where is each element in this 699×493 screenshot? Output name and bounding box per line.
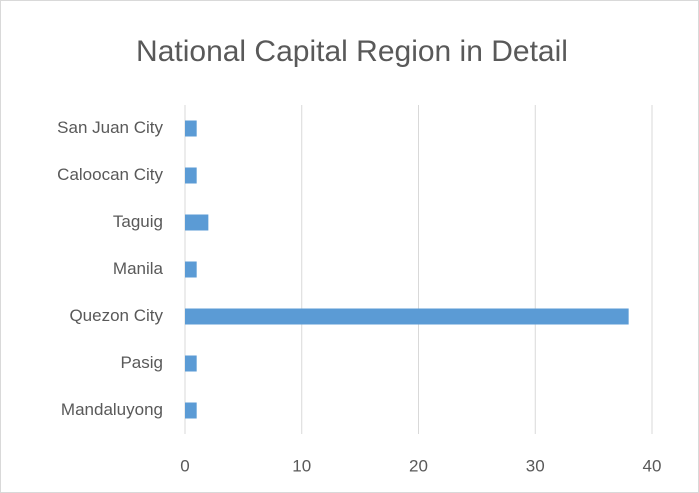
bar xyxy=(185,120,197,137)
y-tick-label: Mandaluyong xyxy=(61,400,163,419)
x-tick-label: 10 xyxy=(292,456,311,475)
y-tick-label: Taguig xyxy=(113,212,163,231)
y-tick-label: Pasig xyxy=(120,353,163,372)
y-tick-label: Manila xyxy=(113,259,164,278)
y-tick-label: Quezon City xyxy=(69,306,163,325)
x-tick-label: 20 xyxy=(409,456,428,475)
y-tick-label: Caloocan City xyxy=(57,165,163,184)
x-tick-label: 30 xyxy=(526,456,545,475)
x-tick-label: 0 xyxy=(180,456,189,475)
bar xyxy=(185,167,197,184)
bar xyxy=(185,308,629,325)
y-tick-label: San Juan City xyxy=(57,118,163,137)
bar xyxy=(185,261,197,278)
chart-title: National Capital Region in Detail xyxy=(136,35,568,68)
bar xyxy=(185,214,209,231)
bar xyxy=(185,355,197,372)
bar xyxy=(185,402,197,419)
x-tick-label: 40 xyxy=(643,456,662,475)
